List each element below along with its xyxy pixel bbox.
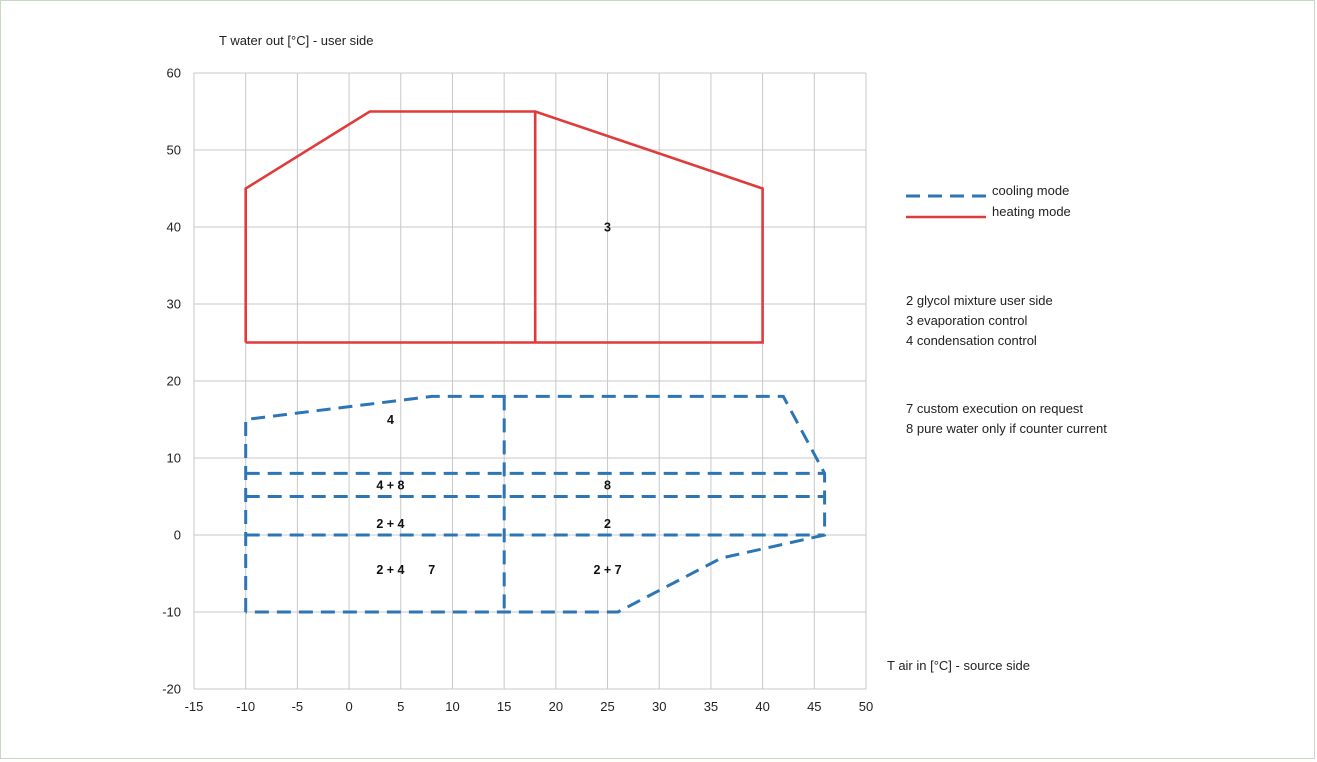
x-tick-label: 15	[497, 699, 511, 714]
axis-ticks: -15 -10 -5 0 5 10 15 20 25 30 35 40 45 50 -20 -10 0 10 20 3…	[162, 66, 873, 715]
y-tick-label: -10	[162, 605, 181, 620]
region-label: 2 + 4	[376, 563, 404, 577]
region-label: 2	[604, 517, 611, 531]
x-tick-label: 10	[445, 699, 459, 714]
x-tick-label: 5	[397, 699, 404, 714]
x-tick-label: 25	[600, 699, 614, 714]
legend-heating-label: heating mode	[992, 204, 1071, 219]
legend: cooling mode heating mode	[906, 183, 1071, 219]
note-7: 7 custom execution on request	[906, 401, 1083, 416]
region-label: 4	[387, 413, 394, 427]
x-tick-label: 40	[755, 699, 769, 714]
x-tick-label: -10	[236, 699, 255, 714]
series-lines	[244, 110, 827, 614]
region-label: 4 + 8	[376, 478, 404, 492]
y-tick-label: 50	[167, 143, 181, 158]
x-tick-label: 50	[859, 699, 873, 714]
region-labels: 3 4 4 + 8 8 2 + 4 2 2 + 4 7 2 + 7	[376, 221, 621, 578]
y-tick-label: 10	[167, 451, 181, 466]
cooling-mode-line	[244, 394, 827, 614]
x-tick-label: 45	[807, 699, 821, 714]
y-tick-label: 0	[174, 528, 181, 543]
region-label: 2 + 4	[376, 517, 404, 531]
note-4: 4 condensation control	[906, 333, 1037, 348]
y-tick-label: 20	[167, 374, 181, 389]
note-3: 3 evaporation control	[906, 313, 1028, 328]
region-label: 8	[604, 478, 611, 492]
region-label: 3	[604, 221, 611, 235]
region-label: 7	[428, 563, 435, 577]
x-tick-label: 30	[652, 699, 666, 714]
x-tick-label: 35	[704, 699, 718, 714]
y-tick-label: -20	[162, 682, 181, 697]
notes: 2 glycol mixture user side 3 evaporation…	[906, 293, 1107, 436]
x-tick-label: 20	[549, 699, 563, 714]
note-2: 2 glycol mixture user side	[906, 293, 1053, 308]
region-label: 2 + 7	[593, 563, 621, 577]
note-8: 8 pure water only if counter current	[906, 421, 1107, 436]
y-tick-label: 60	[167, 66, 181, 81]
y-axis-label: T water out [°C] - user side	[219, 33, 374, 48]
y-tick-label: 30	[167, 297, 181, 312]
x-tick-label: 0	[345, 699, 352, 714]
x-tick-label: -15	[185, 699, 204, 714]
y-tick-label: 40	[167, 220, 181, 235]
x-axis-label: T air in [°C] - source side	[887, 658, 1030, 673]
grid	[193, 72, 867, 690]
x-tick-label: -5	[292, 699, 304, 714]
legend-cooling-label: cooling mode	[992, 183, 1069, 198]
